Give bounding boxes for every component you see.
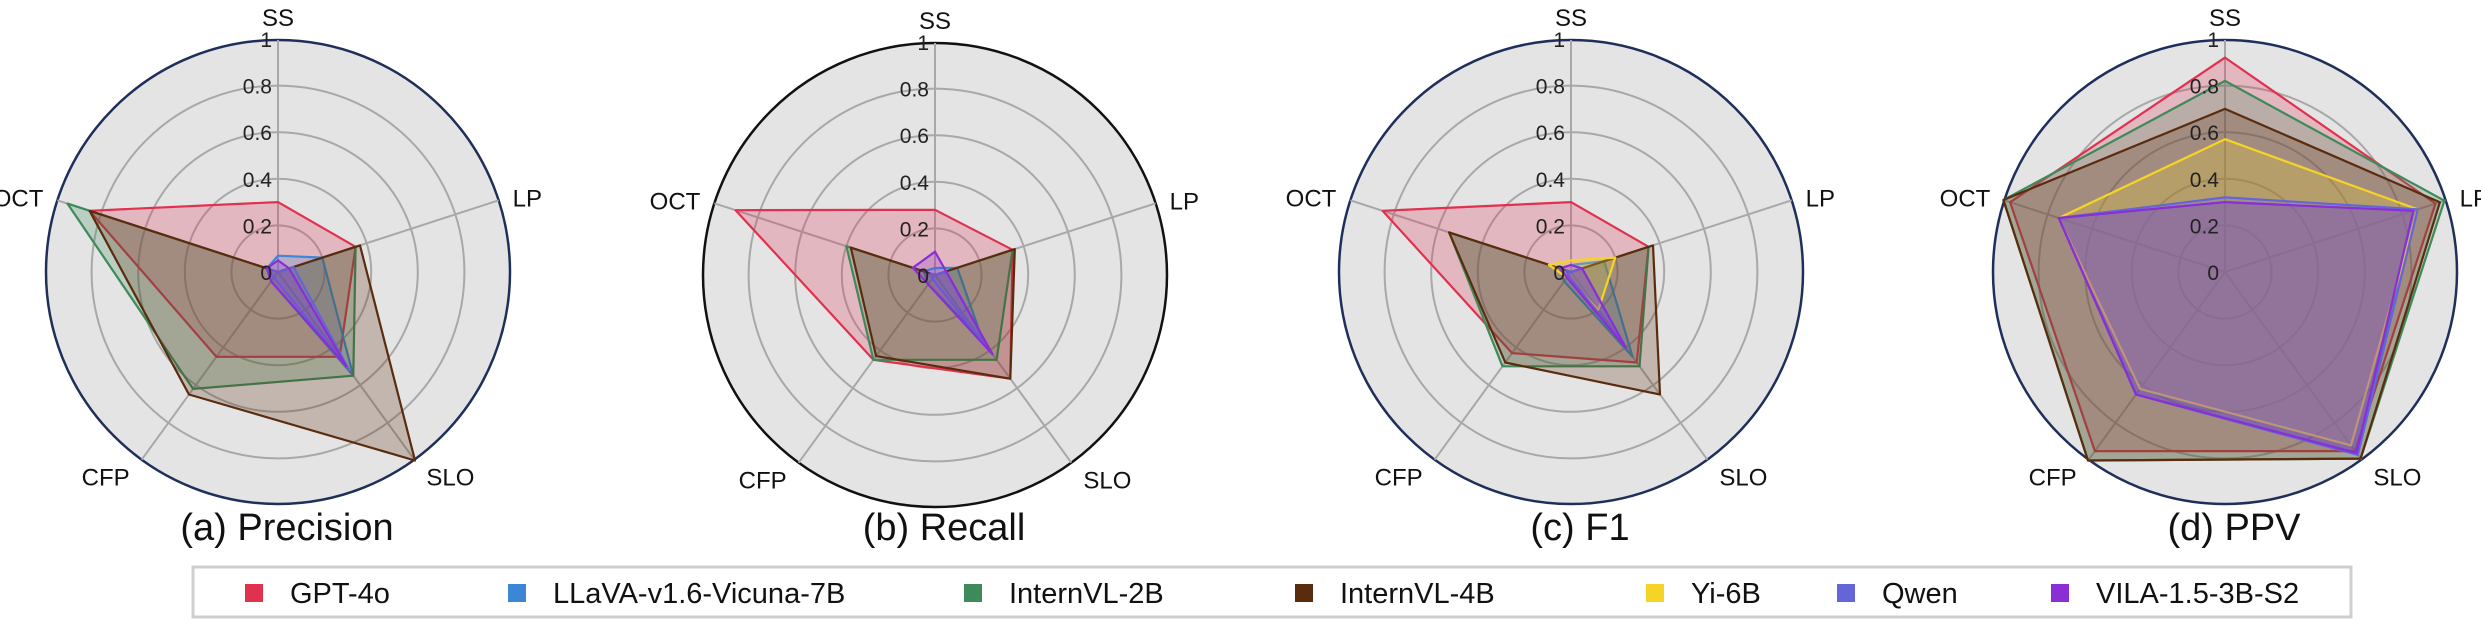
tick-label: 0: [1553, 262, 1565, 285]
chart-caption: (d) PPV: [2167, 507, 2301, 549]
series-internvl-4b: [88, 209, 417, 462]
tick-label: 0.8: [2190, 76, 2219, 99]
series-internvl-4b: [2002, 107, 2441, 462]
axis-label-slo: SLO: [1719, 465, 1767, 492]
axis-label-slo: SLO: [2373, 465, 2421, 492]
axis-spoke: [2004, 199, 2226, 273]
legend-label: Qwen: [1882, 578, 1958, 610]
tick-label: 0.6: [900, 125, 929, 148]
tick-label: 1: [1553, 29, 1565, 52]
series-vila-1-5-3b-s2: [265, 259, 348, 368]
axis-label-slo: SLO: [426, 465, 474, 492]
radar-chart-1: 0 0.2 0.4 0.6 0.8 1SS LP SLO CFP OCT (b) Recall: [650, 8, 1199, 549]
tick-label: 0.4: [1536, 169, 1566, 192]
axis-label-oct: OCT: [650, 188, 701, 215]
axis-spoke: [2087, 271, 2226, 461]
axis-label-lp: LP: [513, 185, 542, 212]
axis-label-oct: OCT: [1940, 185, 1991, 212]
series-gpt-4o: [1381, 201, 1650, 364]
legend-swatch: [1646, 584, 1664, 602]
series-gpt-4o: [734, 208, 1014, 380]
axis-spoke: [140, 271, 279, 461]
axis-label-oct: OCT: [0, 185, 44, 212]
tick-label: 0: [917, 265, 929, 288]
tick-label: 0.4: [900, 172, 930, 195]
chart-caption: (b) Recall: [863, 507, 1026, 549]
legend-swatch: [1295, 584, 1313, 602]
tick-label: 0.2: [1536, 215, 1565, 238]
tick-label: 1: [260, 29, 272, 52]
series-vila-1-5-3b-s2: [2057, 201, 2415, 455]
chart-caption: (a) Precision: [180, 507, 393, 549]
legend-label: InternVL-2B: [1009, 578, 1164, 610]
legend-label: GPT-4o: [290, 578, 390, 610]
series-qwen: [929, 270, 991, 352]
tick-label: 0.4: [2190, 169, 2220, 192]
series-yi-6b: [2057, 138, 2419, 447]
legend-swatch: [1837, 584, 1855, 602]
axis-label-ss: SS: [2209, 5, 2241, 32]
axis-label-cfp: CFP: [82, 465, 130, 492]
series-gpt-4o: [88, 201, 357, 358]
axis-label-lp: LP: [1806, 185, 1835, 212]
tick-label: 0: [2207, 262, 2219, 285]
tick-label: 0.8: [243, 76, 272, 99]
axis-label-ss: SS: [1555, 5, 1587, 32]
series-internvl-4b: [849, 246, 1016, 380]
axis-label-cfp: CFP: [739, 468, 787, 495]
series-qwen: [265, 265, 351, 372]
tick-label: 0.2: [2190, 215, 2219, 238]
legend-label: LLaVA-v1.6-Vicuna-7B: [553, 578, 845, 610]
tick-label: 0.8: [1536, 76, 1565, 99]
series-qwen: [1565, 267, 1627, 349]
radar-chart-2: 0 0.2 0.4 0.6 0.8 1SS LP SLO CFP OCT (c) F1: [1286, 5, 1835, 549]
legend-swatch: [245, 584, 263, 602]
axis-label-ss: SS: [919, 8, 951, 35]
axis-spoke: [2224, 271, 2363, 461]
tick-label: 1: [2207, 29, 2219, 52]
axis-spoke: [797, 274, 936, 464]
tick-label: 0: [260, 262, 272, 285]
axis-label-ss: SS: [262, 5, 294, 32]
tick-label: 0.6: [243, 122, 272, 145]
tick-label: 0.6: [2190, 122, 2219, 145]
axis-label-cfp: CFP: [2029, 465, 2077, 492]
axis-spoke: [2224, 199, 2446, 273]
axis-label-oct: OCT: [1286, 185, 1337, 212]
axis-label-lp: LP: [2460, 185, 2481, 212]
legend-frame: [191, 565, 2353, 619]
legend-label: InternVL-4B: [1340, 578, 1495, 610]
legend-swatch: [2051, 584, 2069, 602]
series-internvl-4b: [1447, 231, 1662, 396]
radar-chart-0: 0 0.2 0.4 0.6 0.8 1SS LP SLO CFP OCT (a) Precision: [0, 5, 542, 549]
axis-label-cfp: CFP: [1375, 465, 1423, 492]
legend-label: VILA-1.5-3B-S2: [2096, 578, 2299, 610]
tick-label: 0.8: [900, 79, 929, 102]
axis-label-slo: SLO: [1083, 468, 1131, 495]
legend: GPT-4o LLaVA-v1.6-Vicuna-7B InternVL-2B Int…: [191, 565, 2353, 619]
axis-spoke: [934, 274, 1073, 464]
legend-swatch: [508, 584, 526, 602]
axis-label-lp: LP: [1170, 188, 1199, 215]
tick-label: 0.2: [243, 215, 272, 238]
tick-label: 0.4: [243, 169, 273, 192]
series-vila-1-5-3b-s2: [911, 250, 994, 356]
series-vila-1-5-3b-s2: [1558, 263, 1627, 349]
radar-chart-3: 0 0.2 0.4 0.6 0.8 1SS LP SLO CFP OCT (d) PPV: [1940, 5, 2481, 549]
legend-swatch: [964, 584, 982, 602]
tick-label: 1: [917, 32, 929, 55]
tick-label: 0.6: [1536, 122, 1565, 145]
tick-label: 0.2: [900, 218, 929, 241]
chart-caption: (c) F1: [1530, 507, 1629, 549]
legend-label: Yi-6B: [1691, 578, 1761, 610]
